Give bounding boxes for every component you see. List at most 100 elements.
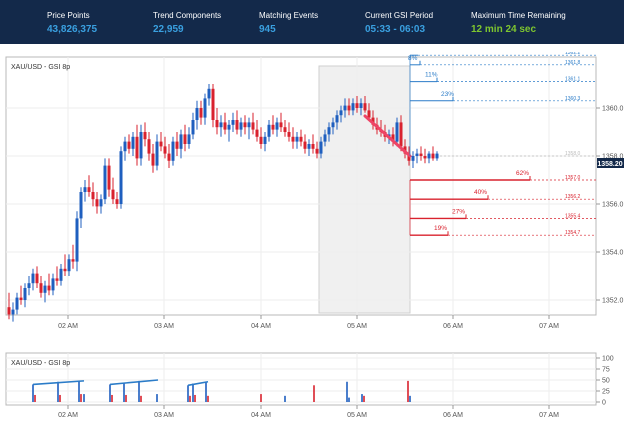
sub-y-tick-label: 75 [602, 367, 610, 374]
candle-body [171, 141, 175, 161]
level-label: 1361.8 [565, 60, 581, 66]
candle-body [35, 273, 39, 284]
candle-body [103, 165, 107, 200]
candle-body [299, 136, 303, 142]
candle-body [291, 136, 295, 142]
candle-body [255, 129, 259, 137]
candle-body [51, 278, 55, 291]
gsi-indicator-chart[interactable]: XAU/USD - GSI 8p 0 25 50 75 100 02 AM 03 AM 04… [0, 352, 624, 422]
candle-body [355, 103, 359, 108]
plot-frame [5, 56, 597, 316]
candle-body [339, 110, 343, 116]
stat-max-time-remaining: Maximum Time Remaining 12 min 24 sec [471, 11, 566, 36]
candle-body [263, 136, 267, 144]
level-label: 1356.2 [565, 194, 581, 200]
candle-body [211, 88, 215, 120]
candle-body [199, 108, 203, 118]
candle-body [303, 141, 307, 149]
sub-bar [109, 384, 111, 402]
candle-body [71, 259, 75, 262]
candle-body [99, 199, 103, 207]
sub-bar [80, 394, 82, 402]
projection-down-pct: 62% [516, 170, 529, 177]
stat-current-gsi-period: Current GSI Period 05:33 - 06:03 [365, 11, 433, 36]
candle-body [391, 134, 395, 142]
level-label: 1358.0 [565, 151, 581, 157]
candle-body [187, 134, 191, 144]
candle-body [87, 187, 91, 192]
sub-bar [156, 394, 158, 402]
projection-down-pct: 40% [474, 189, 487, 196]
candle-body [91, 192, 95, 200]
stat-matching-events: Matching Events 945 [259, 11, 318, 36]
trend-line [363, 114, 412, 158]
candle-body [59, 268, 63, 281]
sub-bar [363, 395, 365, 402]
candle-body [155, 141, 159, 166]
candle-body [75, 218, 79, 262]
candle-body [411, 156, 415, 161]
y-axis: 1352.0 1354.0 1356.0 1358.0 1360.0 [596, 106, 624, 305]
stats-header: Price Points 43,826,375 Trend Components… [0, 0, 624, 44]
sub-bar [34, 394, 36, 402]
x-tick-label: 03 AM [154, 323, 174, 330]
sub-bar [407, 380, 409, 402]
candle-body [27, 283, 31, 288]
stat-label: Price Points [47, 11, 90, 20]
candle-body [335, 115, 339, 123]
projection-up-pct: 8% [408, 55, 418, 62]
sub-bar [111, 394, 113, 402]
projection-up-pct: 23% [441, 91, 454, 98]
sub-bar [313, 385, 315, 402]
sub-trend-line [32, 380, 85, 386]
candle-body [151, 153, 155, 166]
x-tick-label: 06 AM [443, 323, 463, 330]
sub-bar [78, 380, 80, 402]
candle-body [163, 146, 167, 154]
candle-body [331, 122, 335, 128]
candle-body [31, 273, 35, 284]
candle-body [43, 285, 47, 293]
sub-bar [187, 385, 189, 402]
sub-x-tick-label: 02 AM [58, 412, 78, 419]
candle-body [107, 165, 111, 190]
candle-body [19, 297, 23, 300]
candle-body [343, 105, 347, 111]
candle-body [283, 127, 287, 132]
candle-body [247, 122, 251, 128]
sub-y-tick-label: 0 [602, 400, 606, 407]
x-tick-label: 04 AM [251, 323, 271, 330]
candle-body [175, 141, 179, 149]
candle-body [131, 136, 135, 149]
candle-body [219, 122, 223, 128]
level-label: 1361.1 [565, 77, 581, 83]
sub-x-axis: 02 AM 03 AM 04 AM 05 AM 06 AM 07 AM [58, 405, 559, 419]
candle-body [63, 268, 67, 272]
sub-bar [260, 394, 262, 402]
candle-body [271, 124, 275, 130]
stat-label: Maximum Time Remaining [471, 11, 566, 20]
stat-label: Current GSI Period [365, 11, 434, 20]
stat-label: Matching Events [259, 11, 319, 20]
candle-body [183, 134, 187, 144]
x-tick-label: 02 AM [58, 323, 78, 330]
candle-body [67, 259, 71, 272]
sub-bar [207, 395, 209, 402]
candle-body [139, 132, 143, 159]
candle-body [147, 139, 151, 154]
candle-body [55, 278, 59, 281]
sub-y-tick-label: 100 [602, 356, 614, 363]
sub-bar [125, 394, 127, 402]
level-label: 1354.7 [565, 230, 581, 236]
candle-body [83, 187, 87, 192]
sub-bars [32, 380, 411, 402]
candle-body [135, 136, 139, 159]
sub-x-tick-label: 07 AM [539, 412, 559, 419]
stat-label: Trend Components [153, 11, 222, 20]
price-chart[interactable]: XAU/USD - GSI 8p 8% 11% 23% 62% 40% 27% 19% 136… [0, 52, 624, 352]
candle-body [259, 136, 263, 144]
candle-body [39, 283, 43, 293]
stat-value: 43,826,375 [47, 24, 98, 35]
projection-levels: 8% 11% 23% 62% 40% 27% 19% 1362.2 1361.8 1361.1 13… [408, 52, 596, 236]
sub-y-tick-label: 25 [602, 389, 610, 396]
